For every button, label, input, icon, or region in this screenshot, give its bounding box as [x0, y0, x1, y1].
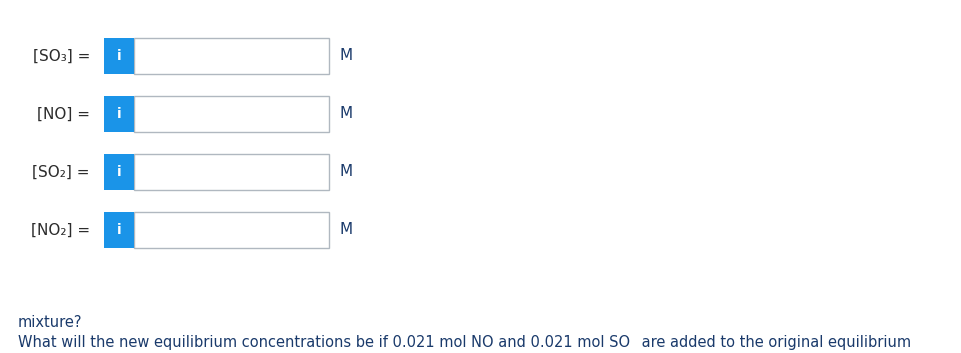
Text: [SO₃] =: [SO₃] = — [33, 48, 90, 64]
Text: What will the new equilibrium concentrations be if 0.021 mol NO and 0.021 mol SO: What will the new equilibrium concentrat… — [18, 335, 629, 350]
FancyBboxPatch shape — [134, 38, 329, 74]
FancyBboxPatch shape — [104, 212, 134, 248]
Text: [SO₂] =: [SO₂] = — [33, 164, 90, 179]
Text: M: M — [339, 222, 353, 238]
FancyBboxPatch shape — [104, 38, 134, 74]
FancyBboxPatch shape — [134, 154, 329, 190]
Text: mixture?: mixture? — [18, 315, 83, 330]
Text: [NO] =: [NO] = — [37, 107, 90, 121]
Text: i: i — [116, 49, 121, 63]
FancyBboxPatch shape — [104, 96, 134, 132]
FancyBboxPatch shape — [134, 212, 329, 248]
Text: [NO₂] =: [NO₂] = — [31, 222, 90, 238]
Text: i: i — [116, 223, 121, 237]
Text: i: i — [116, 107, 121, 121]
FancyBboxPatch shape — [104, 154, 134, 190]
Text: i: i — [116, 165, 121, 179]
Text: are added to the original equilibrium: are added to the original equilibrium — [636, 335, 910, 350]
Text: M: M — [339, 164, 353, 179]
Text: M: M — [339, 48, 353, 64]
Text: M: M — [339, 107, 353, 121]
FancyBboxPatch shape — [134, 96, 329, 132]
